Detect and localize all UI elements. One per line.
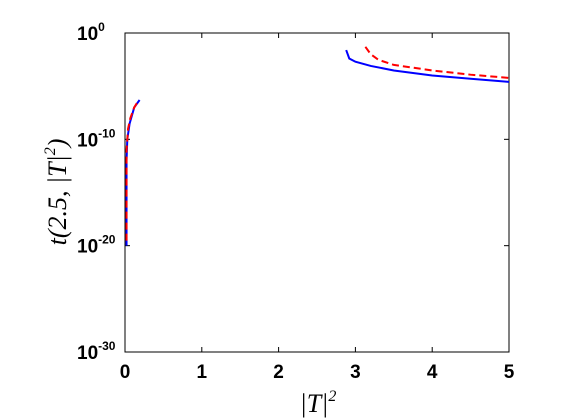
y-axis-label: t(2.5, |T|2) <box>42 139 72 246</box>
x-tick-label: 5 <box>504 362 515 383</box>
x-tick-label: 3 <box>350 362 361 383</box>
y-tick-exponent: -30 <box>98 339 116 353</box>
y-label-end: ) <box>43 139 72 150</box>
x-tick-label: 4 <box>427 362 438 383</box>
y-tick-label: 100 <box>77 20 105 45</box>
axes-box <box>124 32 510 353</box>
x-axis-label: |T|2 <box>300 388 337 418</box>
y-tick-base: 10 <box>77 130 98 151</box>
y-tick-base: 10 <box>77 24 98 45</box>
x-label-sup: 2 <box>328 388 336 405</box>
y-tick-exponent: -20 <box>98 233 116 247</box>
x-tick-label: 0 <box>120 362 131 383</box>
y-tick-base: 10 <box>77 237 98 258</box>
y-tick-label: 10-20 <box>77 233 116 258</box>
x-tick-label: 1 <box>197 362 208 383</box>
y-tick-exponent: 0 <box>98 20 105 34</box>
x-tick-label: 2 <box>273 362 284 383</box>
data-line <box>125 46 510 241</box>
y-tick-label: 10-30 <box>77 339 116 364</box>
y-tick-base: 10 <box>77 343 98 364</box>
y-label-sup: 2 <box>42 147 59 155</box>
y-label-text: t(2.5, |T| <box>43 155 72 245</box>
y-tick-label: 10-10 <box>77 126 116 151</box>
y-tick-exponent: -10 <box>98 126 116 140</box>
x-label-text: |T| <box>300 389 329 418</box>
